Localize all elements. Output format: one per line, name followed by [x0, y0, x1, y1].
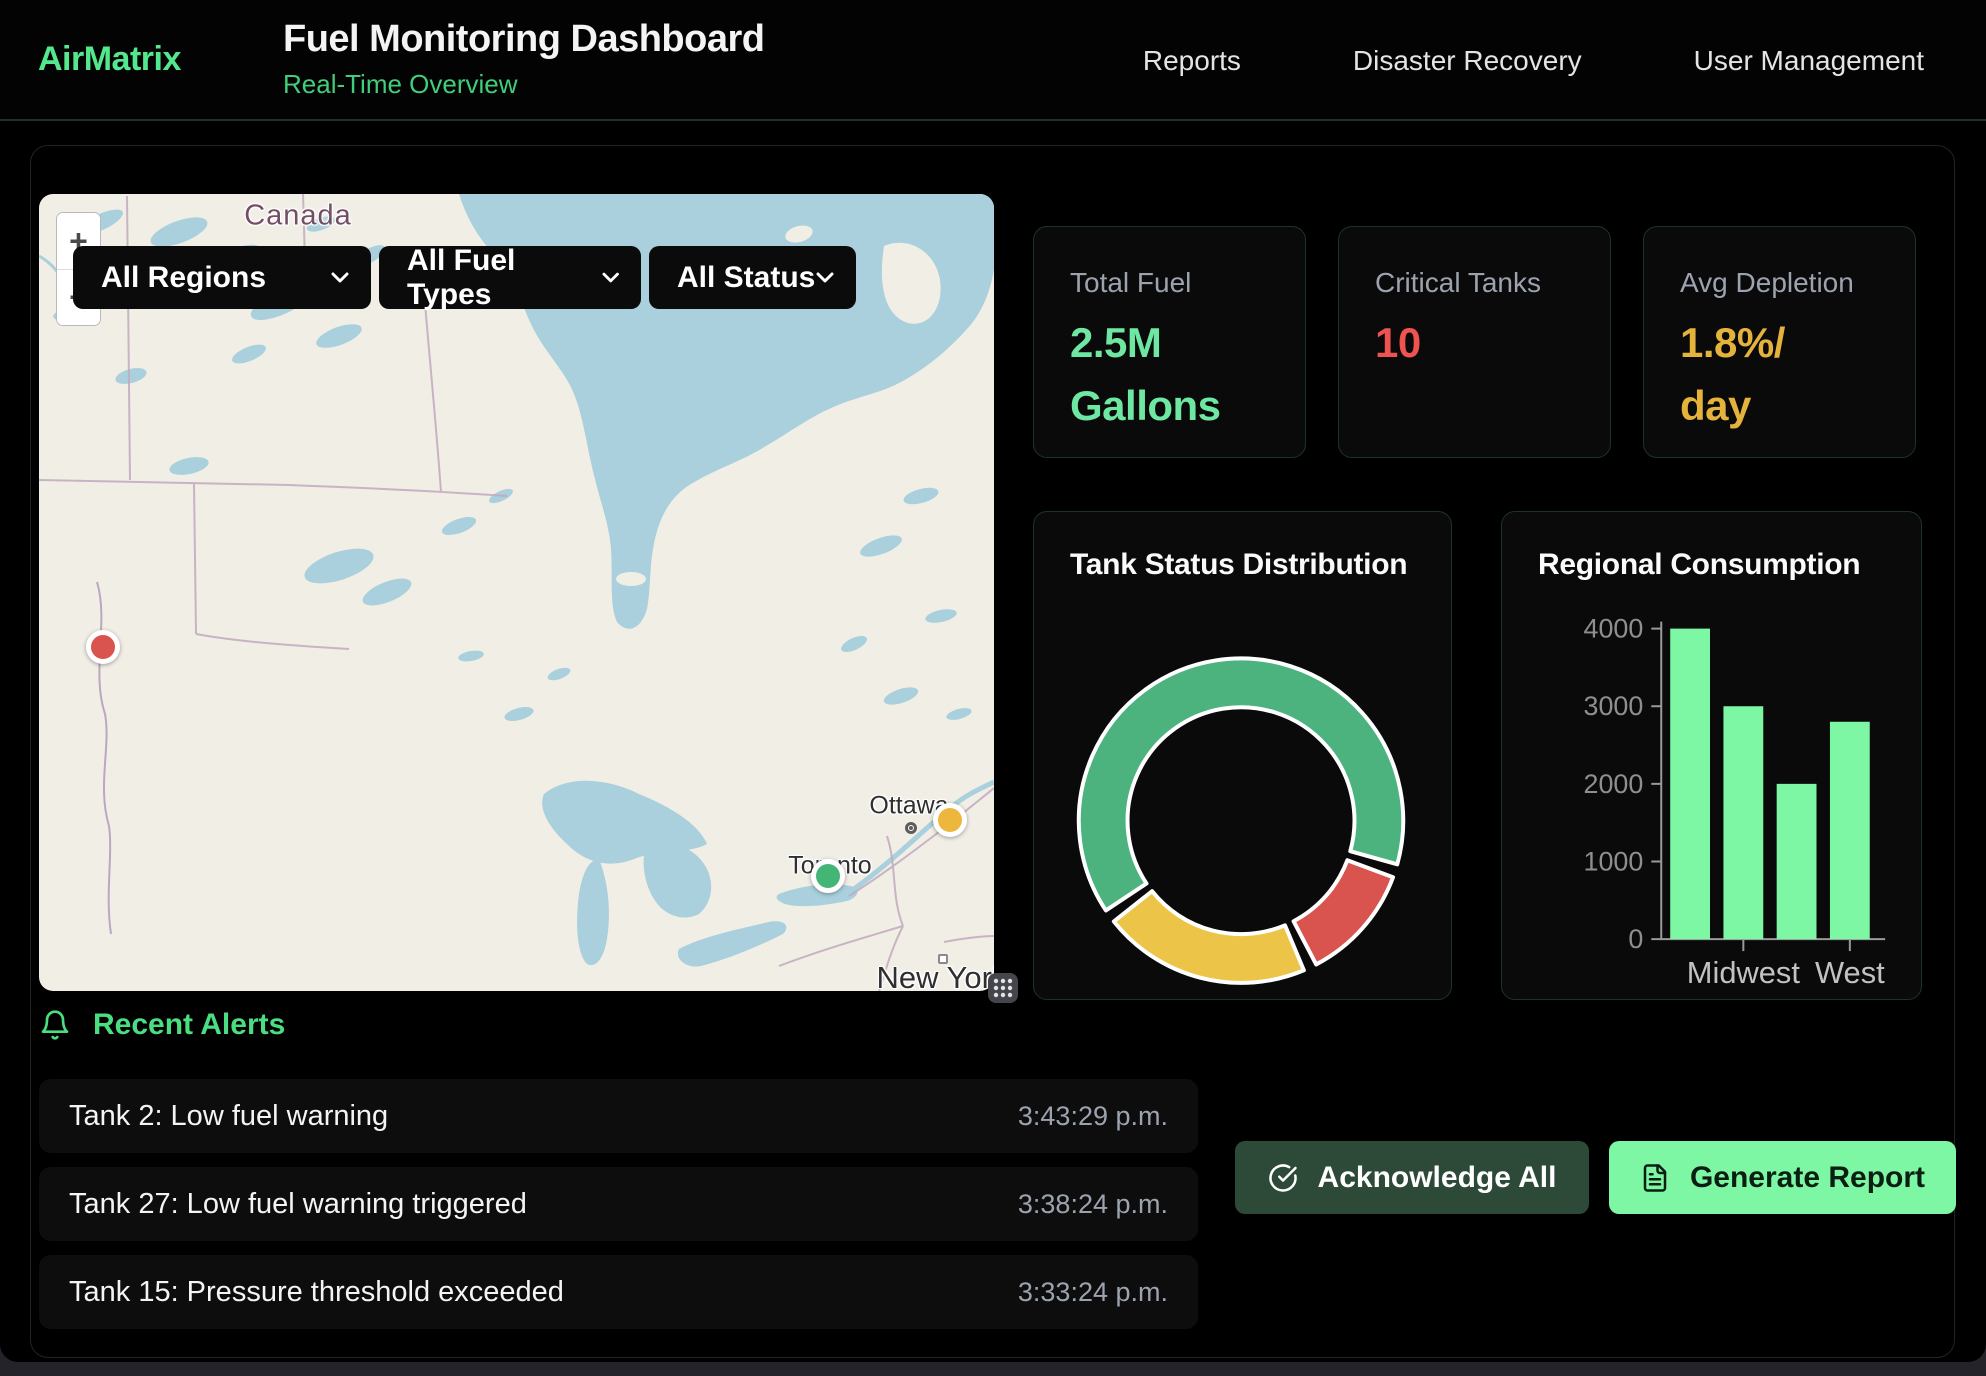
stat-value: 10	[1375, 311, 1590, 374]
y-axis-tick-label: 2000	[1584, 769, 1644, 799]
alert-row[interactable]: Tank 27: Low fuel warning triggered 3:38…	[39, 1167, 1198, 1241]
donut-chart	[1034, 512, 1451, 999]
map-label-canada: Canada	[244, 200, 352, 233]
consumption-bar	[1723, 706, 1763, 939]
acknowledge-all-label: Acknowledge All	[1318, 1161, 1557, 1195]
generate-report-label: Generate Report	[1690, 1161, 1925, 1195]
stat-label: Critical Tanks	[1375, 267, 1590, 299]
y-axis-tick-label: 0	[1628, 924, 1643, 954]
critical-tank-marker[interactable]	[86, 630, 120, 664]
map-resize-handle[interactable]	[988, 973, 1018, 1003]
chevron-down-icon	[602, 272, 619, 284]
stat-value: 2.5M Gallons	[1070, 311, 1285, 437]
alert-timestamp: 3:43:29 p.m.	[1018, 1101, 1168, 1132]
app-logo: AirMatrix	[38, 40, 181, 79]
page-title: Fuel Monitoring Dashboard	[283, 18, 764, 61]
chevron-down-icon	[331, 272, 349, 284]
map-label-new-york: New York	[877, 960, 994, 991]
y-axis-tick-label: 3000	[1584, 691, 1644, 721]
ottawa-town-icon	[905, 822, 917, 834]
tank-status-chart-card: Tank Status Distribution	[1033, 511, 1452, 1000]
stat-card-total-fuel: Total Fuel 2.5M Gallons	[1033, 226, 1306, 458]
normal-tank-marker[interactable]	[811, 859, 845, 893]
stat-value: 1.8%/ day	[1680, 311, 1895, 437]
status-filter-select[interactable]: All Status	[649, 246, 856, 309]
title-block: Fuel Monitoring Dashboard Real-Time Over…	[283, 18, 764, 100]
status-filter-value: All Status	[677, 261, 815, 295]
alert-message: Tank 2: Low fuel warning	[69, 1100, 388, 1133]
region-filter-select[interactable]: All Regions	[73, 246, 371, 309]
stat-card-critical-tanks: Critical Tanks 10	[1338, 226, 1611, 458]
alert-message: Tank 27: Low fuel warning triggered	[69, 1188, 527, 1221]
bar-chart: 0 1000 2000 3000 4000 Midwest West	[1502, 512, 1921, 999]
alert-message: Tank 15: Pressure threshold exceeded	[69, 1276, 564, 1309]
alert-row[interactable]: Tank 15: Pressure threshold exceeded 3:3…	[39, 1255, 1198, 1329]
header: AirMatrix Fuel Monitoring Dashboard Real…	[0, 0, 1986, 121]
main-nav: Reports Disaster Recovery User Managemen…	[1143, 0, 1924, 121]
recent-alerts-title: Recent Alerts	[93, 1008, 285, 1042]
nav-reports[interactable]: Reports	[1143, 45, 1241, 77]
donut-segment-red	[1294, 860, 1393, 964]
page-subtitle: Real-Time Overview	[283, 69, 764, 100]
consumption-bar	[1670, 629, 1710, 940]
y-axis-tick-label: 4000	[1584, 614, 1644, 644]
consumption-bar	[1830, 722, 1870, 939]
alert-timestamp: 3:33:24 p.m.	[1018, 1277, 1168, 1308]
recent-alerts-heading: Recent Alerts	[39, 1008, 285, 1042]
nav-user-management[interactable]: User Management	[1694, 45, 1924, 77]
stat-label: Total Fuel	[1070, 267, 1285, 299]
fuel-type-filter-select[interactable]: All Fuel Types	[379, 246, 641, 309]
bell-icon	[39, 1009, 71, 1041]
chevron-down-icon	[816, 272, 834, 284]
consumption-bar	[1777, 784, 1817, 939]
dashboard-panel: Canada Ottawa Toronto New York + − All R…	[30, 145, 1955, 1358]
donut-segment-yellow	[1114, 891, 1304, 983]
region-filter-value: All Regions	[101, 261, 266, 295]
x-axis-category-label: West	[1815, 955, 1885, 990]
check-circle-icon	[1268, 1163, 1298, 1193]
window-bottom-edge	[0, 1362, 1986, 1376]
x-axis-category-label: Midwest	[1687, 955, 1801, 990]
report-document-icon	[1640, 1163, 1670, 1193]
app-window: AirMatrix Fuel Monitoring Dashboard Real…	[0, 0, 1986, 1362]
y-axis-tick-label: 1000	[1584, 846, 1644, 876]
alert-row[interactable]: Tank 2: Low fuel warning 3:43:29 p.m.	[39, 1079, 1198, 1153]
acknowledge-all-button[interactable]: Acknowledge All	[1235, 1141, 1589, 1214]
map[interactable]: Canada Ottawa Toronto New York + − All R…	[39, 194, 994, 991]
stat-label: Avg Depletion	[1680, 267, 1895, 299]
nav-disaster-recovery[interactable]: Disaster Recovery	[1353, 45, 1582, 77]
warning-tank-marker[interactable]	[933, 803, 967, 837]
stat-card-avg-depletion: Avg Depletion 1.8%/ day	[1643, 226, 1916, 458]
drag-dots-icon	[992, 977, 1014, 999]
alert-timestamp: 3:38:24 p.m.	[1018, 1189, 1168, 1220]
generate-report-button[interactable]: Generate Report	[1609, 1141, 1956, 1214]
fuel-type-filter-value: All Fuel Types	[407, 244, 602, 312]
regional-consumption-chart-card: Regional Consumption 01000200030004000Mi…	[1501, 511, 1922, 1000]
